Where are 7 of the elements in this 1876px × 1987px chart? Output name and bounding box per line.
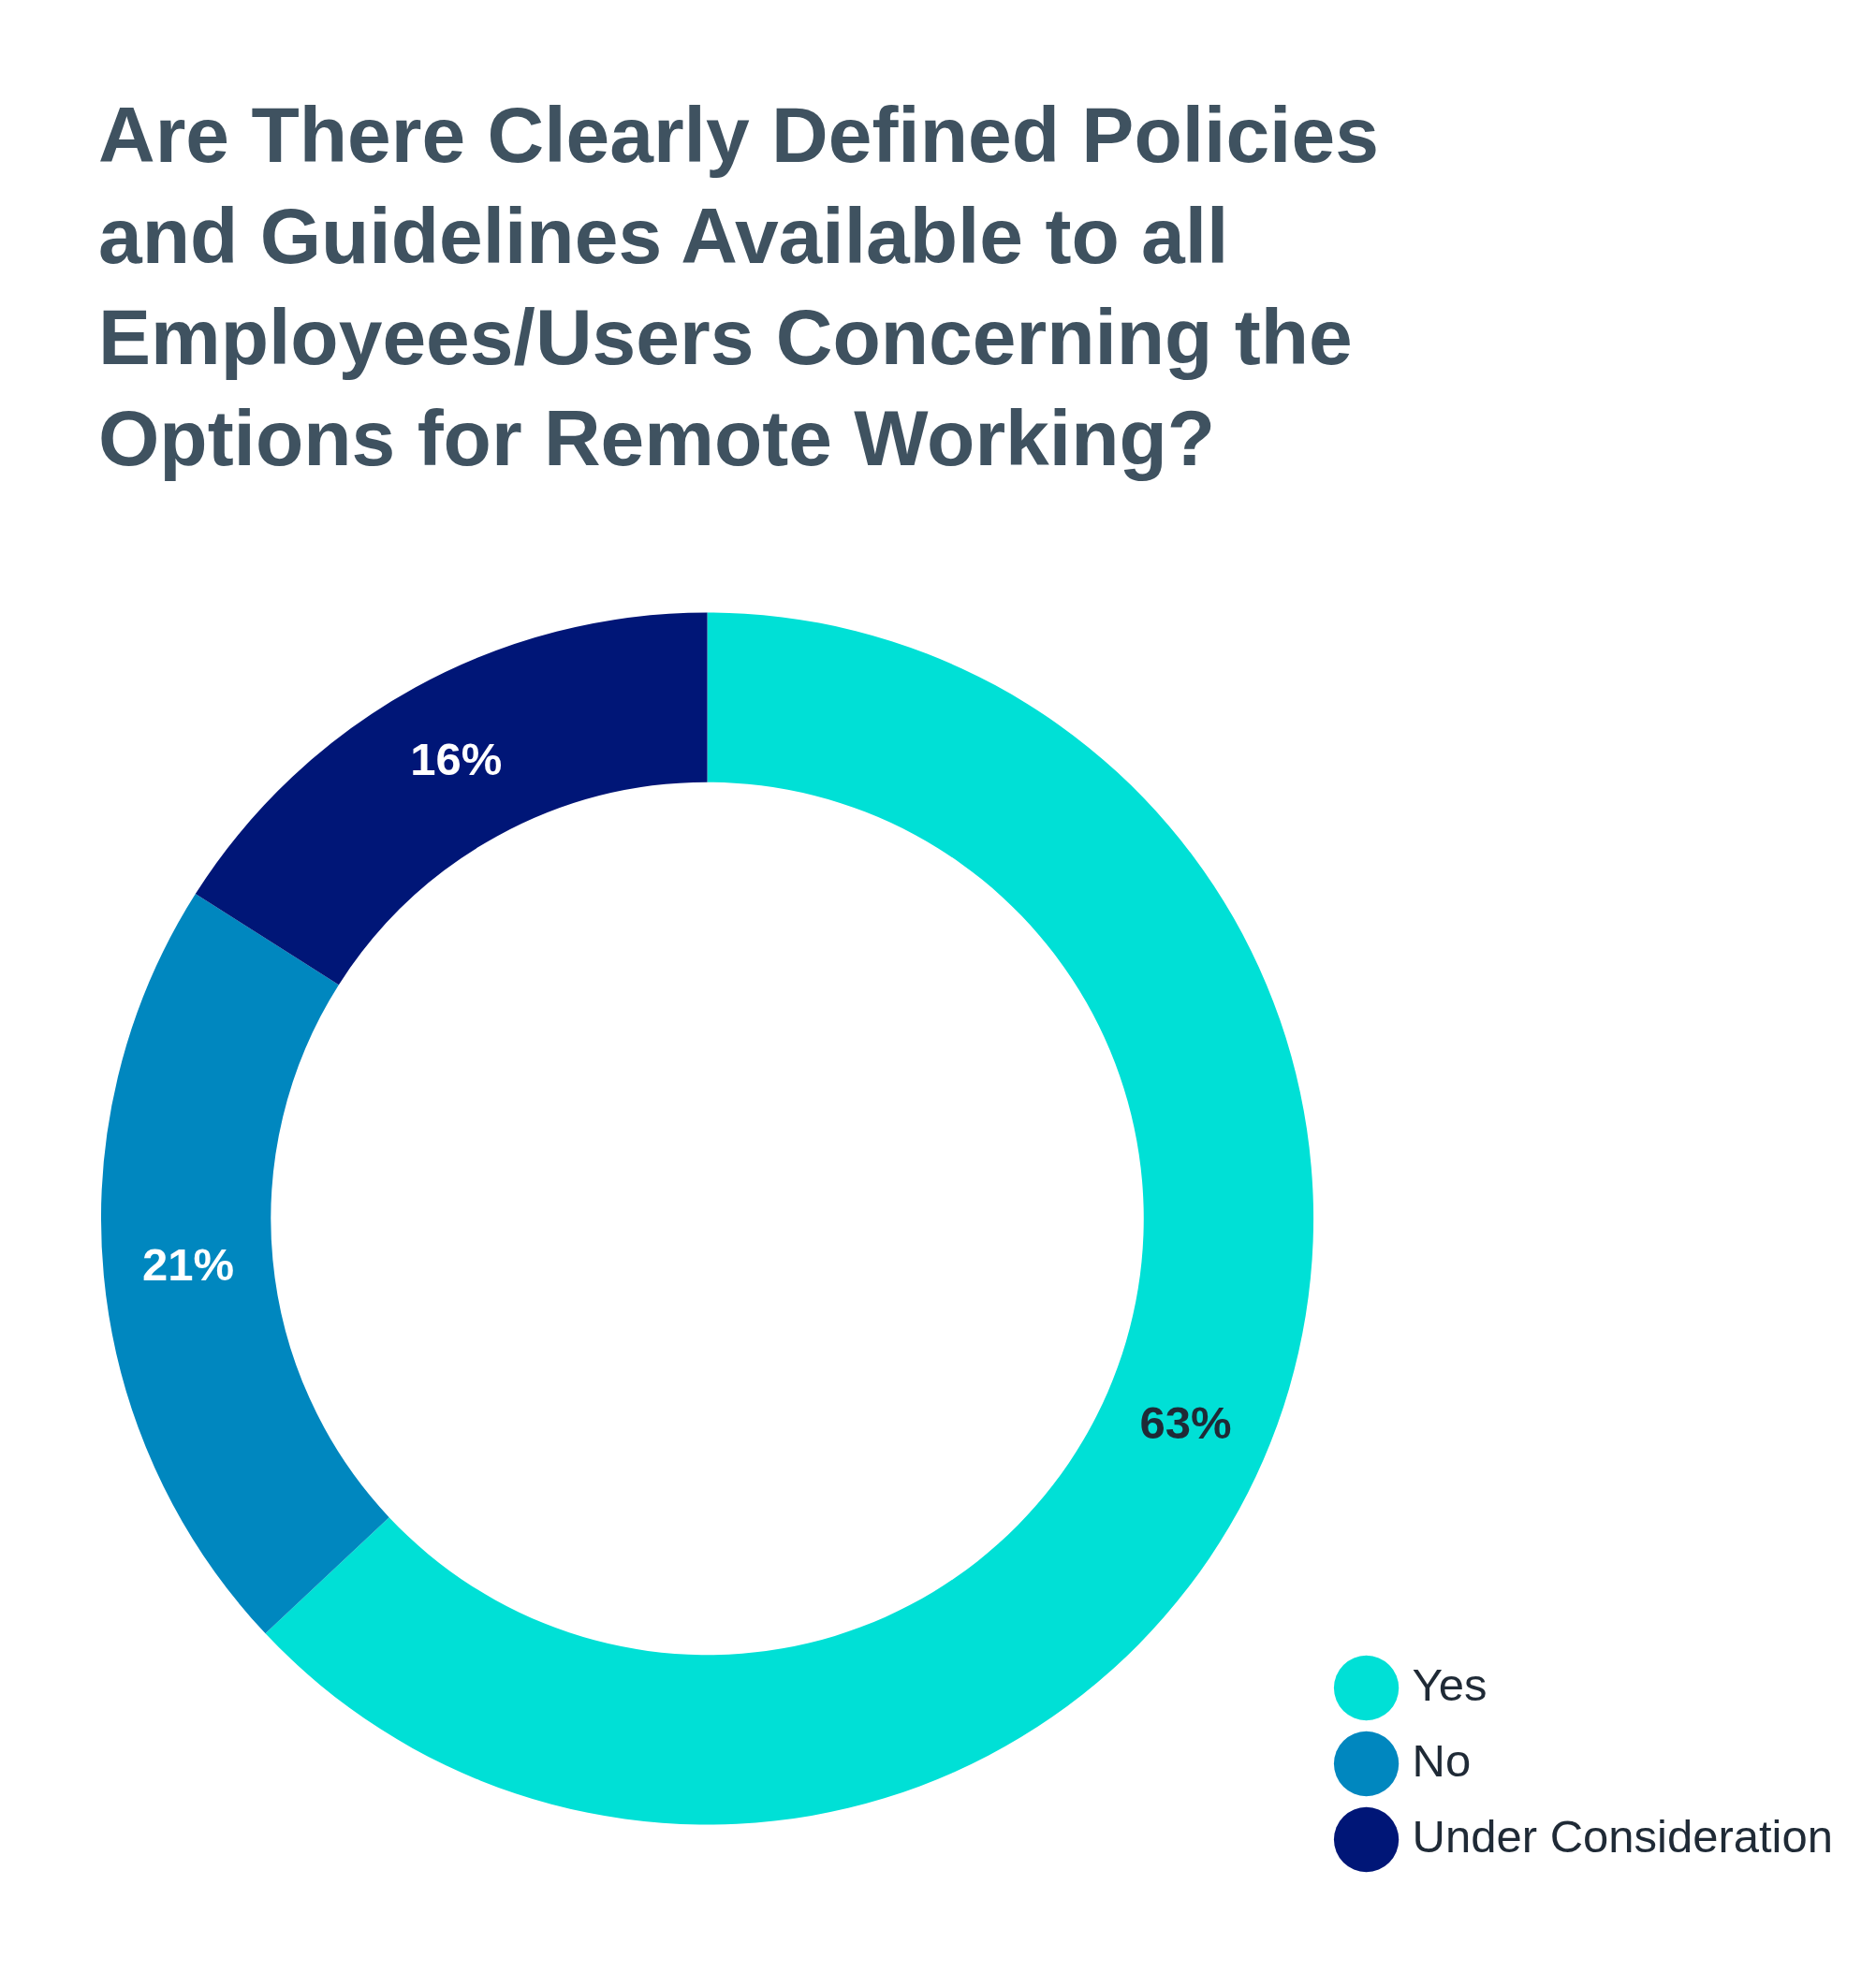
legend-label: Yes (1412, 1659, 1488, 1711)
legend-label: No (1412, 1735, 1472, 1787)
chart-title: Are There Clearly Defined Policies and Guidelines Available to all Employees/Users Concerning the Options for Remote Working? (98, 90, 1380, 484)
data-label: 63% (1139, 1396, 1232, 1448)
data-label: 21% (142, 1238, 235, 1290)
legend-label: Under Consideration (1412, 1811, 1833, 1863)
data-label: 16% (410, 733, 503, 784)
